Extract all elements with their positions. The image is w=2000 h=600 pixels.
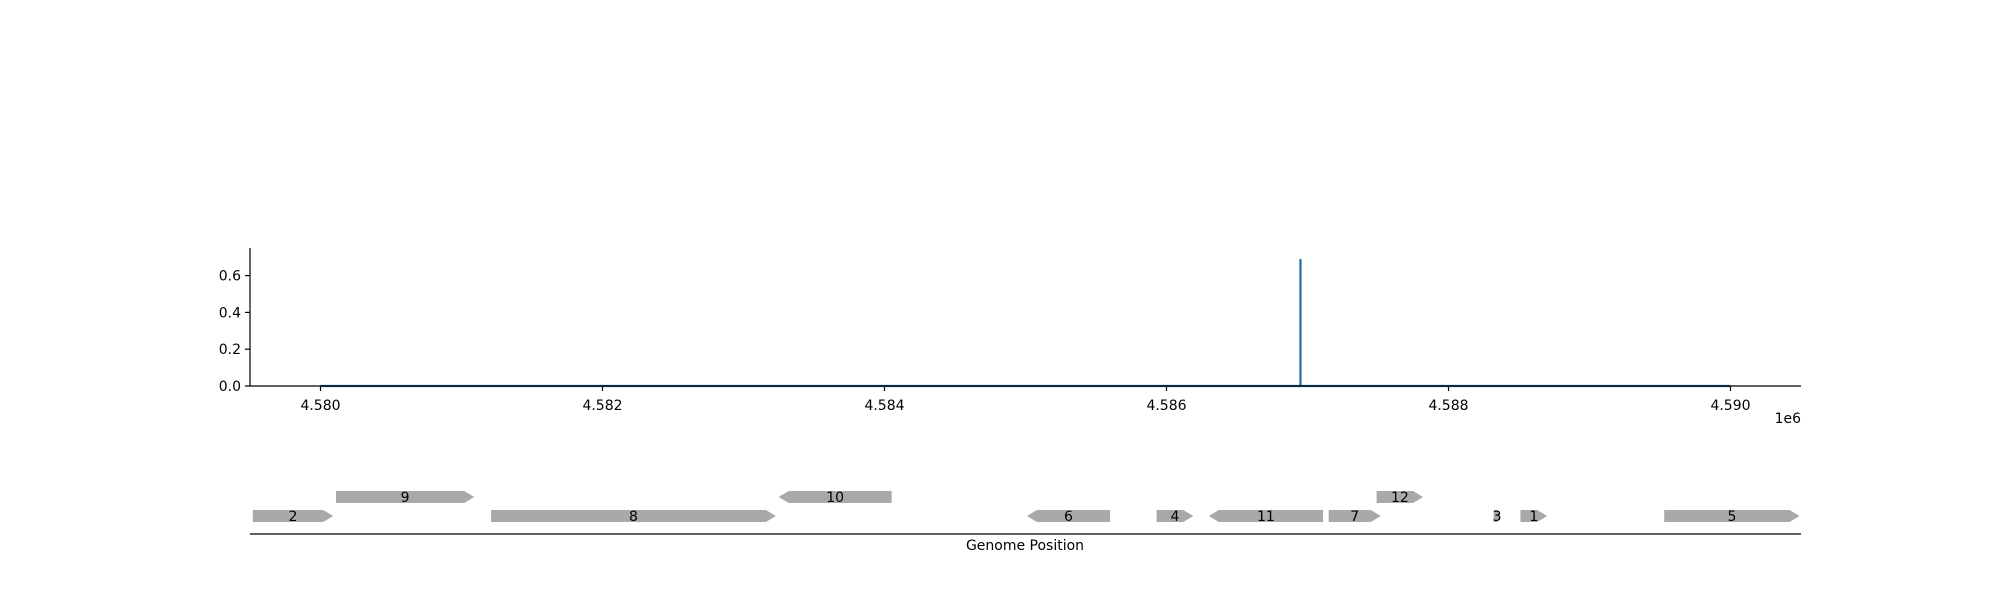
gene-arrow [1376, 491, 1424, 503]
gene-arrow [1208, 510, 1323, 522]
x-axis-offset-label: 1e6 [1775, 411, 1802, 427]
gene-label: 9 [401, 490, 410, 506]
gene-arrow [778, 491, 892, 503]
gene-label: 7 [1350, 509, 1359, 525]
gene-label: 3 [1493, 509, 1502, 525]
y-tick-label: 0.2 [219, 342, 241, 358]
y-axis-ticks: 0.0 0.2 0.4 0.6 [219, 269, 250, 395]
x-tick-label: 4.580 [300, 398, 340, 414]
x-axis-ticks: 4.580 4.582 4.584 4.586 4.588 4.590 [300, 386, 1751, 414]
gene-track: 2 9 8 10 6 4 11 7 12 3 1 5 Genome Position [250, 490, 1801, 554]
y-tick-label: 0.0 [219, 379, 241, 395]
x-tick-label: 4.588 [1428, 398, 1468, 414]
signal-plot: 0.00.20.40.6 4.580 4.582 4.584 4.586 4.588 4.… [219, 248, 1801, 427]
gene-arrow [252, 510, 334, 522]
gene-label: 1 [1529, 509, 1538, 525]
gene-arrow [1493, 510, 1501, 522]
gene-label: 5 [1727, 509, 1736, 525]
gene-arrow [336, 491, 475, 503]
gene-arrow [1664, 510, 1800, 522]
gene-arrow [1156, 510, 1194, 522]
y-tick-label: 0.4 [219, 305, 241, 321]
gene-arrow [1520, 510, 1548, 522]
gene-arrows: 2 9 8 10 6 4 11 7 12 3 1 5 [252, 490, 1800, 525]
y-tick-label: 0.6 [219, 269, 241, 285]
gene-label: 11 [1257, 509, 1275, 525]
x-tick-label: 4.586 [1146, 398, 1186, 414]
gene-label: 12 [1391, 490, 1409, 506]
x-tick-label: 4.582 [582, 398, 622, 414]
x-tick-label: 4.584 [864, 398, 904, 414]
genome-position-label: Genome Position [966, 538, 1084, 554]
gene-arrow [491, 510, 776, 522]
gene-arrow [1328, 510, 1381, 522]
gene-label: 8 [629, 509, 638, 525]
gene-label: 4 [1170, 509, 1179, 525]
gene-label: 10 [826, 490, 844, 506]
x-tick-label: 4.590 [1710, 398, 1750, 414]
gene-label: 2 [289, 509, 298, 525]
gene-label: 6 [1064, 509, 1073, 525]
gene-arrow [1026, 510, 1111, 522]
